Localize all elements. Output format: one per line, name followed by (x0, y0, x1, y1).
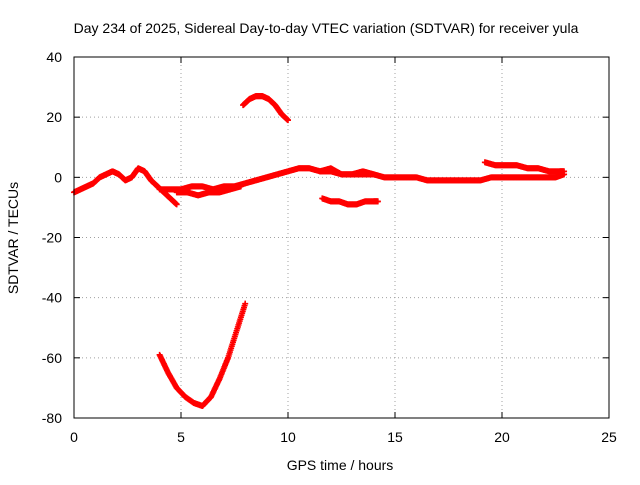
y-tick-label: -60 (42, 350, 62, 366)
series-track-late-hump (481, 159, 568, 175)
data-point (285, 117, 291, 124)
x-tick-label: 15 (387, 429, 403, 445)
data-point (237, 183, 244, 190)
y-tick-label: -80 (42, 410, 62, 426)
y-tick-label: -40 (42, 290, 62, 306)
y-tick-label: 40 (46, 49, 62, 65)
x-tick-label: 10 (280, 429, 296, 445)
series-track-late-short (317, 165, 377, 178)
data-point (370, 171, 377, 178)
data-point (242, 300, 249, 307)
series-track-upper-arc (240, 93, 291, 124)
series-track-main-early (71, 165, 180, 208)
y-tick-label: 0 (54, 169, 62, 185)
series-track-main-late (156, 165, 568, 193)
x-tick-label: 5 (177, 429, 185, 445)
x-tick-label: 0 (70, 429, 78, 445)
y-tick-label: -20 (42, 230, 62, 246)
chart-title: Day 234 of 2025, Sidereal Day-to-day VTE… (74, 20, 579, 36)
axis-ticks: 0 5 10 15 20 25 -80 -60 -40 -20 0 20 40 (42, 49, 617, 445)
x-tick-label: 25 (601, 429, 617, 445)
x-tick-label: 20 (494, 429, 510, 445)
y-tick-label: 20 (46, 109, 62, 125)
series-track-mid-negative (319, 195, 381, 208)
x-axis-label: GPS time / hours (287, 457, 394, 473)
data-point (561, 168, 568, 175)
y-axis-label: SDTVAR / TECUs (5, 182, 21, 294)
data-point (173, 201, 180, 208)
data-points (71, 93, 568, 409)
series-track-secondary-low (173, 183, 244, 199)
data-point (374, 198, 381, 205)
series-track-dip (156, 300, 249, 409)
grid (74, 57, 609, 418)
